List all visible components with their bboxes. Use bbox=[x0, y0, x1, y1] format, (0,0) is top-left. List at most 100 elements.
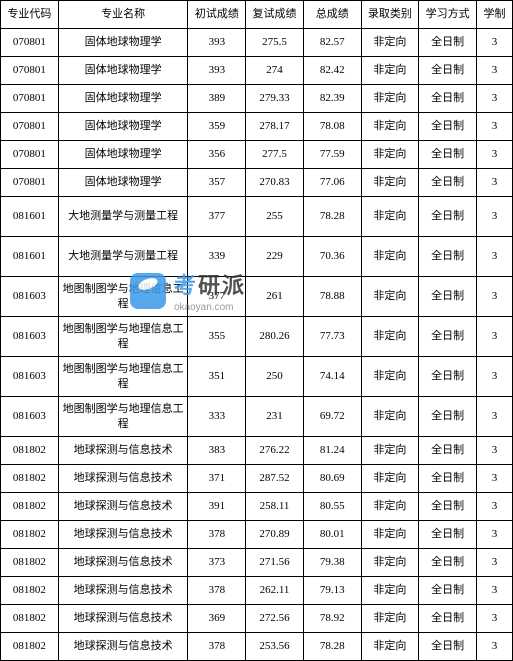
cell-code: 081802 bbox=[1, 493, 59, 521]
table-row: 070801固体地球物理学356277.577.59非定向全日制3 bbox=[1, 141, 513, 169]
cell-name: 地图制图学与地理信息工程 bbox=[58, 357, 188, 397]
cell-retest: 258.11 bbox=[246, 493, 304, 521]
table-body: 070801固体地球物理学393275.582.57非定向全日制3070801固… bbox=[1, 29, 513, 661]
col-header-retest: 复试成绩 bbox=[246, 1, 304, 29]
cell-admit: 非定向 bbox=[361, 29, 419, 57]
cell-name: 大地测量学与测量工程 bbox=[58, 197, 188, 237]
cell-duration: 3 bbox=[476, 397, 512, 437]
cell-name: 固体地球物理学 bbox=[58, 57, 188, 85]
col-header-total: 总成绩 bbox=[303, 1, 361, 29]
cell-total: 77.06 bbox=[303, 169, 361, 197]
col-header-mode: 学习方式 bbox=[419, 1, 477, 29]
cell-name: 固体地球物理学 bbox=[58, 29, 188, 57]
cell-mode: 全日制 bbox=[419, 169, 477, 197]
cell-total: 80.69 bbox=[303, 465, 361, 493]
cell-total: 77.73 bbox=[303, 317, 361, 357]
cell-code: 070801 bbox=[1, 113, 59, 141]
cell-duration: 3 bbox=[476, 57, 512, 85]
cell-total: 79.38 bbox=[303, 549, 361, 577]
cell-total: 78.28 bbox=[303, 197, 361, 237]
cell-name: 地球探测与信息技术 bbox=[58, 521, 188, 549]
cell-retest: 262.11 bbox=[246, 577, 304, 605]
cell-code: 070801 bbox=[1, 57, 59, 85]
cell-code: 081802 bbox=[1, 549, 59, 577]
cell-duration: 3 bbox=[476, 317, 512, 357]
cell-retest: 287.52 bbox=[246, 465, 304, 493]
cell-admit: 非定向 bbox=[361, 357, 419, 397]
cell-duration: 3 bbox=[476, 605, 512, 633]
cell-duration: 3 bbox=[476, 437, 512, 465]
cell-code: 081802 bbox=[1, 465, 59, 493]
cell-name: 固体地球物理学 bbox=[58, 85, 188, 113]
cell-prelim: 359 bbox=[188, 113, 246, 141]
cell-prelim: 355 bbox=[188, 317, 246, 357]
cell-admit: 非定向 bbox=[361, 493, 419, 521]
cell-total: 79.13 bbox=[303, 577, 361, 605]
cell-retest: 280.26 bbox=[246, 317, 304, 357]
cell-code: 081802 bbox=[1, 577, 59, 605]
cell-prelim: 393 bbox=[188, 29, 246, 57]
cell-retest: 274 bbox=[246, 57, 304, 85]
cell-duration: 3 bbox=[476, 141, 512, 169]
cell-retest: 253.56 bbox=[246, 633, 304, 661]
admissions-table: 专业代码专业名称初试成绩复试成绩总成绩录取类别学习方式学制 070801固体地球… bbox=[0, 0, 513, 661]
cell-code: 081601 bbox=[1, 237, 59, 277]
table-row: 081802地球探测与信息技术371287.5280.69非定向全日制3 bbox=[1, 465, 513, 493]
cell-name: 地球探测与信息技术 bbox=[58, 465, 188, 493]
cell-prelim: 377 bbox=[188, 277, 246, 317]
cell-total: 80.01 bbox=[303, 521, 361, 549]
cell-mode: 全日制 bbox=[419, 57, 477, 85]
cell-admit: 非定向 bbox=[361, 141, 419, 169]
cell-duration: 3 bbox=[476, 577, 512, 605]
cell-name: 地球探测与信息技术 bbox=[58, 577, 188, 605]
table-row: 081802地球探测与信息技术378253.5678.28非定向全日制3 bbox=[1, 633, 513, 661]
cell-name: 固体地球物理学 bbox=[58, 141, 188, 169]
cell-code: 081603 bbox=[1, 357, 59, 397]
cell-admit: 非定向 bbox=[361, 317, 419, 357]
cell-name: 地球探测与信息技术 bbox=[58, 633, 188, 661]
cell-retest: 250 bbox=[246, 357, 304, 397]
cell-duration: 3 bbox=[476, 633, 512, 661]
cell-duration: 3 bbox=[476, 493, 512, 521]
cell-admit: 非定向 bbox=[361, 169, 419, 197]
cell-admit: 非定向 bbox=[361, 437, 419, 465]
cell-retest: 279.33 bbox=[246, 85, 304, 113]
cell-total: 78.08 bbox=[303, 113, 361, 141]
cell-prelim: 389 bbox=[188, 85, 246, 113]
cell-code: 081603 bbox=[1, 317, 59, 357]
cell-admit: 非定向 bbox=[361, 57, 419, 85]
cell-prelim: 339 bbox=[188, 237, 246, 277]
cell-total: 70.36 bbox=[303, 237, 361, 277]
cell-total: 78.28 bbox=[303, 633, 361, 661]
cell-mode: 全日制 bbox=[419, 237, 477, 277]
cell-code: 081603 bbox=[1, 397, 59, 437]
table-row: 081802地球探测与信息技术378262.1179.13非定向全日制3 bbox=[1, 577, 513, 605]
cell-code: 081601 bbox=[1, 197, 59, 237]
cell-prelim: 351 bbox=[188, 357, 246, 397]
table-row: 070801固体地球物理学393275.582.57非定向全日制3 bbox=[1, 29, 513, 57]
cell-total: 77.59 bbox=[303, 141, 361, 169]
col-header-code: 专业代码 bbox=[1, 1, 59, 29]
cell-mode: 全日制 bbox=[419, 493, 477, 521]
cell-retest: 231 bbox=[246, 397, 304, 437]
cell-name: 地图制图学与地理信息工程 bbox=[58, 397, 188, 437]
table-row: 081802地球探测与信息技术383276.2281.24非定向全日制3 bbox=[1, 437, 513, 465]
cell-admit: 非定向 bbox=[361, 605, 419, 633]
cell-retest: 272.56 bbox=[246, 605, 304, 633]
cell-retest: 276.22 bbox=[246, 437, 304, 465]
cell-prelim: 371 bbox=[188, 465, 246, 493]
cell-code: 081603 bbox=[1, 277, 59, 317]
cell-mode: 全日制 bbox=[419, 521, 477, 549]
cell-prelim: 383 bbox=[188, 437, 246, 465]
cell-total: 82.39 bbox=[303, 85, 361, 113]
cell-retest: 275.5 bbox=[246, 29, 304, 57]
cell-duration: 3 bbox=[476, 521, 512, 549]
cell-code: 081802 bbox=[1, 437, 59, 465]
cell-code: 081802 bbox=[1, 521, 59, 549]
cell-retest: 270.89 bbox=[246, 521, 304, 549]
cell-name: 地图制图学与地理信息工程 bbox=[58, 317, 188, 357]
cell-mode: 全日制 bbox=[419, 113, 477, 141]
cell-mode: 全日制 bbox=[419, 317, 477, 357]
cell-duration: 3 bbox=[476, 465, 512, 493]
table-header-row: 专业代码专业名称初试成绩复试成绩总成绩录取类别学习方式学制 bbox=[1, 1, 513, 29]
